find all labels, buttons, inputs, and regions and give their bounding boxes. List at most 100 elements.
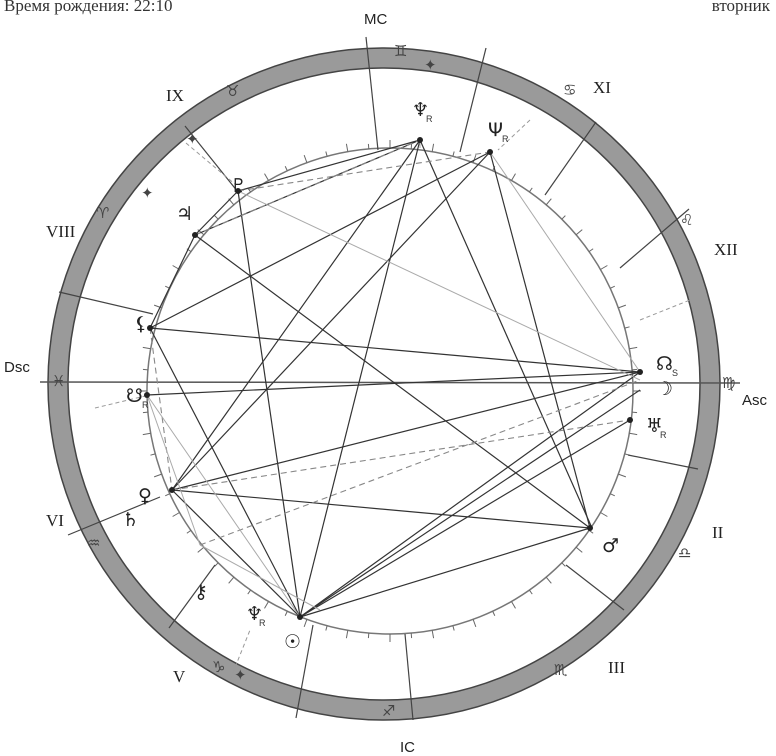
house-labels: IX XI VIII XII VI II V III xyxy=(46,78,738,686)
sign-glyph: ♒ xyxy=(87,534,100,552)
sign-glyph: ♑ xyxy=(212,658,225,676)
svg-text:S: S xyxy=(672,368,678,378)
degree-tick xyxy=(264,601,269,609)
planet-glyphs: ♆ R Ψ R ♇ ♃ ⚸ ☋ R ♀ ♄ ⚷ ♆ R ☉ ☊ S ☽ ♅ R … xyxy=(122,99,678,653)
sign-glyph: ♉ xyxy=(226,82,239,100)
asc-dsc-axis xyxy=(39,381,741,384)
sign-glyph: ♊ xyxy=(394,42,407,60)
degree-tick xyxy=(610,493,615,497)
weekday-label: вторник xyxy=(711,0,770,15)
degree-tick xyxy=(172,512,180,517)
degree-tick xyxy=(575,546,583,553)
asc-label: Asc xyxy=(742,392,768,409)
sign-glyph: ♎ xyxy=(678,544,691,562)
svg-text:R: R xyxy=(426,114,433,124)
degree-tick xyxy=(528,589,533,595)
svg-text:✦: ✦ xyxy=(141,184,154,202)
ic-label: IC xyxy=(400,739,415,756)
svg-text:✦: ✦ xyxy=(424,56,437,74)
degree-tick xyxy=(325,151,328,157)
sign-glyph: ♐ xyxy=(382,702,395,720)
degree-tick xyxy=(472,154,477,163)
moon-glyph: ☽ xyxy=(656,378,673,400)
uranus-glyph: ♅ xyxy=(646,415,663,437)
degree-tick xyxy=(303,154,308,163)
svg-text:R: R xyxy=(660,430,667,440)
degree-tick xyxy=(228,576,235,584)
degree-tick xyxy=(618,473,627,478)
degree-ticks xyxy=(139,140,641,642)
degree-tick xyxy=(431,630,435,639)
degree-tick xyxy=(629,432,638,436)
degree-tick xyxy=(214,215,219,220)
degree-tick xyxy=(214,562,219,567)
planet-leader-lines xyxy=(94,119,691,681)
degree-tick xyxy=(629,346,638,350)
degree-tick xyxy=(600,265,608,270)
house-label: XI xyxy=(593,78,611,97)
pluto-glyph: ♇ xyxy=(230,175,247,197)
zodiac-sign-glyphs: ♊ ♉ ♋ ♌ ♈ ♓ ♍ ♒ ♎ ♑ ♏ ♐ xyxy=(52,42,735,720)
degree-tick xyxy=(142,346,151,350)
degree-tick xyxy=(545,198,552,206)
birth-time-label: Время рождения: 22:10 xyxy=(4,0,173,15)
saturn-glyph: ♄ xyxy=(122,509,139,531)
degree-tick xyxy=(600,512,608,517)
sign-glyph: ♓ xyxy=(52,372,65,390)
house-label: IX xyxy=(166,86,184,105)
degree-tick xyxy=(545,576,552,584)
degree-tick xyxy=(511,601,516,609)
degree-tick xyxy=(492,611,496,616)
sign-glyph: ♍ xyxy=(722,374,735,392)
sign-glyph: ♏ xyxy=(554,661,568,679)
degree-tick xyxy=(264,173,269,181)
degree-tick xyxy=(303,619,308,628)
sign-glyph: ♌ xyxy=(680,211,693,229)
degree-tick xyxy=(325,625,328,631)
south-node-glyph: ☋ xyxy=(126,385,143,407)
degree-tick xyxy=(618,304,627,309)
house-label: VI xyxy=(46,511,64,530)
house-label: III xyxy=(608,658,625,677)
svg-text:✦: ✦ xyxy=(234,666,247,684)
sign-glyph: ♈ xyxy=(96,204,109,222)
mc-label: MC xyxy=(364,11,387,28)
degree-tick xyxy=(511,173,516,181)
lilith-glyph: ⚸ xyxy=(134,313,148,335)
svg-text:R: R xyxy=(502,134,509,144)
angle-labels: MC IC Dsc Asc xyxy=(4,11,768,756)
house-label: V xyxy=(173,667,186,686)
degree-tick xyxy=(197,546,205,553)
degree-tick xyxy=(561,562,566,567)
degree-tick xyxy=(165,493,170,497)
planet-markers xyxy=(144,137,643,620)
svg-text:✦: ✦ xyxy=(186,130,199,148)
neptune-lower-glyph: ♆ xyxy=(246,603,263,625)
degree-tick xyxy=(142,432,151,436)
degree-tick xyxy=(247,589,252,595)
degree-tick xyxy=(452,151,455,157)
psi-glyph: Ψ xyxy=(488,119,503,141)
sign-glyph: ♋ xyxy=(563,81,576,99)
degree-tick xyxy=(610,285,615,289)
venus-glyph: ♀ xyxy=(138,485,152,507)
degree-tick xyxy=(345,143,349,152)
degree-tick xyxy=(186,529,192,534)
degree-tick xyxy=(284,166,288,171)
degree-tick xyxy=(431,143,435,152)
house-label: II xyxy=(712,523,724,542)
degree-tick xyxy=(452,625,455,631)
north-node-glyph: ☊ xyxy=(656,353,673,375)
house-label: XII xyxy=(714,240,738,259)
sun-glyph: ☉ xyxy=(284,631,301,653)
mars-glyph: ♂ xyxy=(602,535,619,557)
house-cusps xyxy=(58,36,699,721)
neptune-glyph: ♆ xyxy=(412,99,429,121)
degree-tick xyxy=(284,611,288,616)
chiron-glyph: ⚷ xyxy=(194,581,208,603)
svg-text:R: R xyxy=(259,618,266,628)
house-label: VIII xyxy=(46,222,76,241)
degree-tick xyxy=(575,229,583,236)
aspect-lines xyxy=(146,139,641,618)
accent-markers: ✦ ✦ ✦ ✦ xyxy=(141,56,437,684)
